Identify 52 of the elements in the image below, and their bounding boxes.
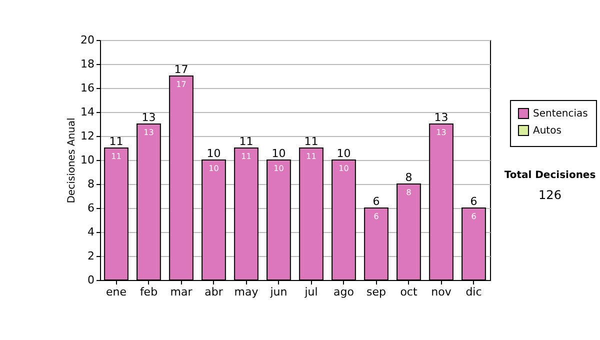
total-label: 6	[470, 195, 478, 208]
y-tick-label: 0	[88, 274, 94, 286]
total-label: 11	[239, 135, 254, 148]
data-label: 10	[208, 164, 219, 173]
total-label: 10	[272, 147, 286, 160]
data-label: 10	[274, 164, 284, 173]
x-tick-label: sep	[366, 286, 386, 298]
x-tick-label: ene	[106, 286, 127, 298]
total-label: 6	[372, 195, 380, 208]
data-label: 6	[374, 212, 379, 221]
data-label: 13	[436, 128, 446, 137]
total-label: 11	[109, 135, 124, 148]
total-label: 8	[405, 171, 412, 184]
x-tick-label: jun	[269, 286, 288, 298]
y-tick-label: 20	[80, 34, 94, 46]
y-tick-label: 16	[80, 82, 94, 94]
y-tick-label: 8	[88, 178, 94, 190]
y-axis-title: Decisiones Anual	[66, 118, 78, 204]
total-label: 11	[304, 135, 318, 148]
x-tick-label: abr	[204, 286, 224, 298]
legend-label: Sentencias	[533, 108, 588, 120]
x-tick-label: mar	[170, 286, 193, 298]
y-tick-label: 6	[88, 202, 94, 214]
y-tick-label: 18	[80, 58, 94, 70]
x-tick-label: nov	[431, 286, 452, 298]
x-tick-label: may	[234, 286, 259, 298]
data-label: 8	[406, 188, 412, 197]
y-tick-label: 2	[88, 250, 94, 262]
total-label: 10	[206, 147, 221, 160]
total-label: 13	[142, 111, 156, 124]
data-label: 6	[471, 212, 476, 221]
y-tick-label: 4	[88, 226, 94, 238]
legend-label: Autos	[533, 126, 562, 136]
data-label: 11	[306, 152, 316, 161]
x-tick-label: oct	[400, 286, 418, 298]
total-label: 13	[434, 111, 448, 124]
text: Total Decisiones	[503, 170, 597, 181]
data-label: 13	[144, 128, 154, 137]
data-label: 17	[176, 80, 186, 89]
data-label: 11	[241, 152, 252, 161]
data-label: 11	[111, 152, 122, 161]
x-tick-label: jul	[304, 286, 318, 298]
y-tick-label: 12	[80, 130, 94, 142]
x-tick-label: dic	[466, 286, 482, 298]
total-label: 17	[174, 63, 188, 76]
text: 126	[538, 188, 562, 202]
y-tick-label: 14	[80, 106, 94, 118]
total-label: 10	[336, 147, 351, 160]
x-tick-label: ago	[334, 286, 354, 298]
data-label: 10	[338, 164, 349, 173]
y-tick-label: 10	[80, 154, 94, 166]
x-tick-label: feb	[140, 286, 158, 298]
